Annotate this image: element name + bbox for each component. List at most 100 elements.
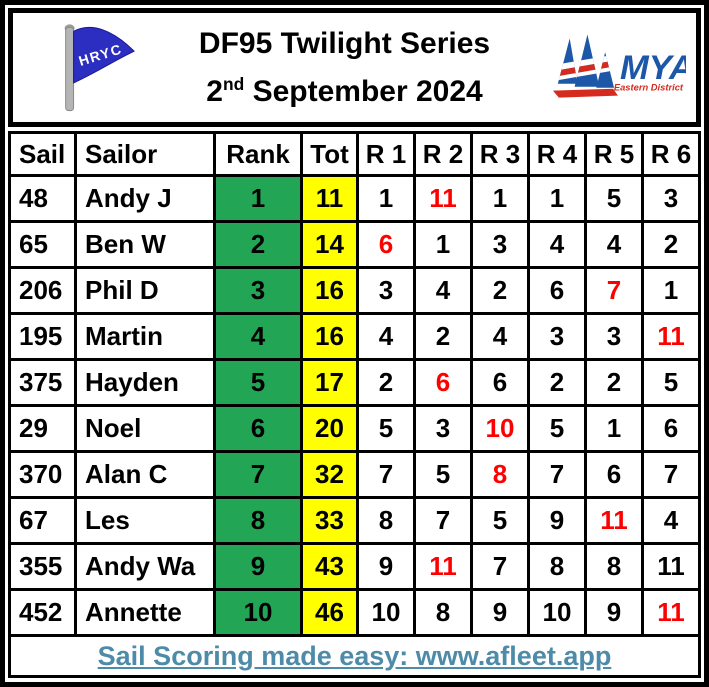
col-header-r2: R 2	[413, 131, 473, 177]
race-4-cell: 6	[527, 266, 587, 315]
sail-number-cell: 452	[8, 588, 77, 637]
race-1-cell: 5	[356, 404, 416, 453]
race-4-cell: 10	[527, 588, 587, 637]
sail-number-cell: 370	[8, 450, 77, 499]
event-date-ordinal: nd	[222, 73, 245, 94]
col-header-r3: R 3	[470, 131, 530, 177]
sail-number-cell: 67	[8, 496, 77, 545]
rank-cell: 8	[213, 496, 303, 545]
mya-sailboats-icon: MYA Eastern District	[552, 33, 686, 98]
table-row: 452 Annette 10 46 10 8 9 10 9 11	[8, 588, 701, 637]
race-3-cell: 4	[470, 312, 530, 361]
results-body: 48 Andy J 1 11 1 11 1 1 5 3 65 Ben W 2 14 6 1 3 4 4 2 206 Phi…	[8, 174, 701, 637]
rank-cell: 6	[213, 404, 303, 453]
race-3-cell: 10	[470, 404, 530, 453]
race-4-cell: 4	[527, 220, 587, 269]
race-5-cell: 8	[584, 542, 644, 591]
race-3-cell: 3	[470, 220, 530, 269]
table-row: 375 Hayden 5 17 2 6 6 2 2 5	[8, 358, 701, 407]
total-cell: 14	[300, 220, 359, 269]
race-1-cell: 7	[356, 450, 416, 499]
title-block: DF95 Twilight Series 2nd September 2024	[143, 24, 546, 112]
total-cell: 17	[300, 358, 359, 407]
race-2-cell: 5	[413, 450, 473, 499]
header: HRYC DF95 Twilight Series 2nd September …	[8, 8, 701, 127]
total-cell: 16	[300, 266, 359, 315]
sail-number-cell: 48	[8, 174, 77, 223]
race-5-cell: 6	[584, 450, 644, 499]
total-cell: 20	[300, 404, 359, 453]
race-6-cell: 11	[641, 312, 701, 361]
race-1-cell: 10	[356, 588, 416, 637]
race-2-cell: 2	[413, 312, 473, 361]
rank-cell: 3	[213, 266, 303, 315]
race-4-cell: 8	[527, 542, 587, 591]
race-2-cell: 8	[413, 588, 473, 637]
race-6-cell: 11	[641, 588, 701, 637]
col-header-r6: R 6	[641, 131, 701, 177]
sailor-name-cell: Annette	[74, 588, 216, 637]
sailor-name-cell: Les	[74, 496, 216, 545]
race-1-cell: 1	[356, 174, 416, 223]
race-3-cell: 2	[470, 266, 530, 315]
race-3-cell: 1	[470, 174, 530, 223]
event-date-day: 2	[206, 74, 223, 108]
race-1-cell: 9	[356, 542, 416, 591]
race-6-cell: 3	[641, 174, 701, 223]
table-row: 370 Alan C 7 32 7 5 8 7 6 7	[8, 450, 701, 499]
mya-subtext: Eastern District	[614, 82, 684, 92]
race-6-cell: 2	[641, 220, 701, 269]
rank-cell: 1	[213, 174, 303, 223]
race-3-cell: 9	[470, 588, 530, 637]
table-row: 67 Les 8 33 8 7 5 9 11 4	[8, 496, 701, 545]
sail-number-cell: 195	[8, 312, 77, 361]
col-header-r1: R 1	[356, 131, 416, 177]
sailor-name-cell: Andy J	[74, 174, 216, 223]
race-2-cell: 6	[413, 358, 473, 407]
race-2-cell: 7	[413, 496, 473, 545]
race-1-cell: 8	[356, 496, 416, 545]
event-date: 2nd September 2024	[143, 64, 546, 112]
table-row: 195 Martin 4 16 4 2 4 3 3 11	[8, 312, 701, 361]
total-cell: 43	[300, 542, 359, 591]
rank-cell: 2	[213, 220, 303, 269]
sail-number-cell: 375	[8, 358, 77, 407]
table-row: 206 Phil D 3 16 3 4 2 6 7 1	[8, 266, 701, 315]
race-4-cell: 9	[527, 496, 587, 545]
race-6-cell: 5	[641, 358, 701, 407]
footer-row: Sail Scoring made easy: www.afleet.app	[8, 634, 701, 678]
race-4-cell: 5	[527, 404, 587, 453]
afleet-link[interactable]: Sail Scoring made easy: www.afleet.app	[97, 640, 612, 671]
table-row: 29 Noel 6 20 5 3 10 5 1 6	[8, 404, 701, 453]
race-3-cell: 7	[470, 542, 530, 591]
sailor-name-cell: Hayden	[74, 358, 216, 407]
race-4-cell: 3	[527, 312, 587, 361]
col-header-r5: R 5	[584, 131, 644, 177]
race-1-cell: 2	[356, 358, 416, 407]
sail-number-cell: 355	[8, 542, 77, 591]
race-1-cell: 6	[356, 220, 416, 269]
race-5-cell: 7	[584, 266, 644, 315]
race-6-cell: 1	[641, 266, 701, 315]
total-cell: 46	[300, 588, 359, 637]
race-3-cell: 8	[470, 450, 530, 499]
col-header-rank: Rank	[213, 131, 303, 177]
race-5-cell: 1	[584, 404, 644, 453]
col-header-tot: Tot	[300, 131, 359, 177]
race-1-cell: 3	[356, 266, 416, 315]
table-row: 48 Andy J 1 11 1 11 1 1 5 3	[8, 174, 701, 223]
race-2-cell: 4	[413, 266, 473, 315]
rank-cell: 10	[213, 588, 303, 637]
race-4-cell: 2	[527, 358, 587, 407]
sailor-name-cell: Ben W	[74, 220, 216, 269]
race-4-cell: 1	[527, 174, 587, 223]
col-header-sail: Sail	[8, 131, 77, 177]
race-1-cell: 4	[356, 312, 416, 361]
race-5-cell: 11	[584, 496, 644, 545]
sailor-name-cell: Martin	[74, 312, 216, 361]
rank-cell: 7	[213, 450, 303, 499]
sailor-name-cell: Noel	[74, 404, 216, 453]
